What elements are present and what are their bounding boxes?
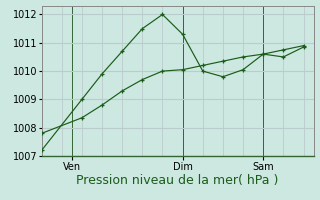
X-axis label: Pression niveau de la mer( hPa ): Pression niveau de la mer( hPa )	[76, 174, 279, 187]
